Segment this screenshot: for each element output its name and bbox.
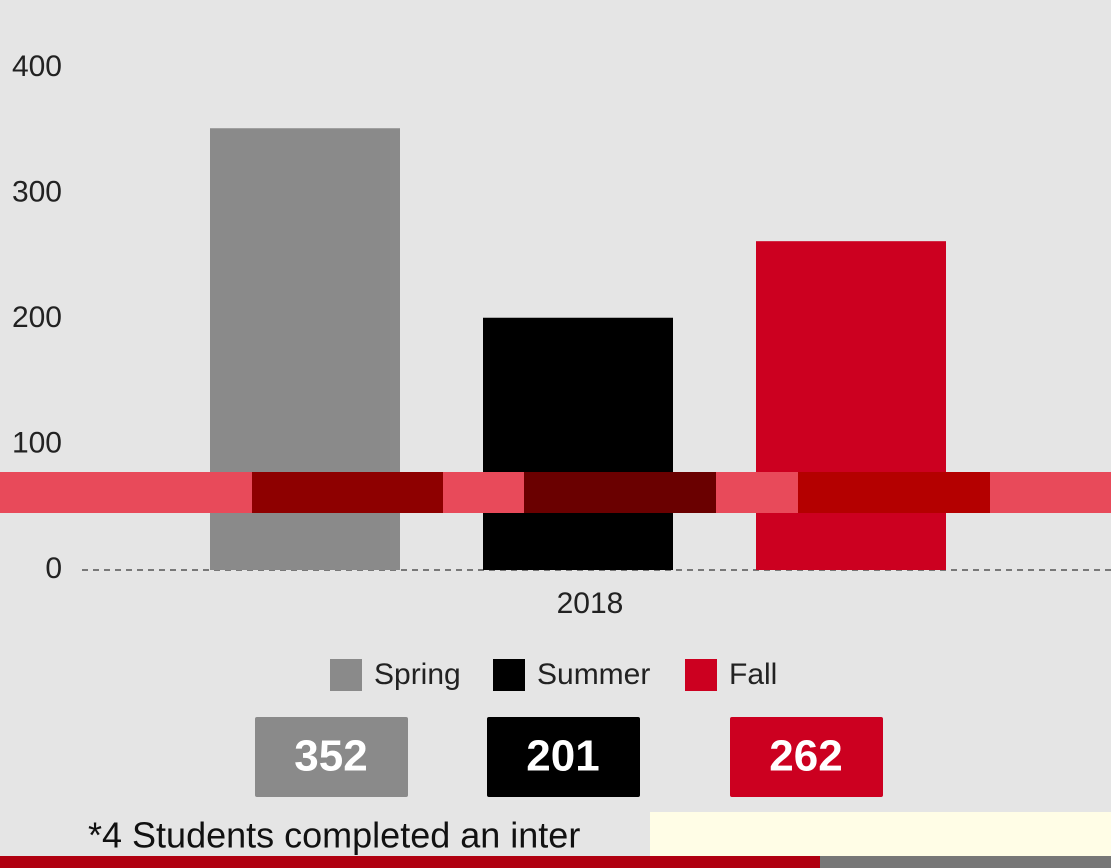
legend-swatch — [493, 659, 525, 691]
legend-label: Summer — [537, 658, 650, 691]
band-segment — [252, 472, 443, 513]
y-tick-label: 100 — [12, 426, 62, 459]
value-box — [730, 717, 883, 797]
legend-swatch — [685, 659, 717, 691]
value-label: 262 — [769, 732, 842, 781]
bar — [483, 317, 673, 570]
footnote: *4 Students completed an inter — [88, 815, 580, 856]
band-segment — [524, 472, 716, 513]
legend-swatch — [330, 659, 362, 691]
bottom-strip — [820, 856, 1111, 868]
bar — [756, 241, 946, 570]
value-box — [487, 717, 640, 797]
legend-label: Spring — [374, 658, 461, 691]
y-tick-label: 300 — [12, 175, 62, 208]
y-tick-label: 200 — [12, 301, 62, 334]
value-box — [255, 717, 408, 797]
value-label: 201 — [526, 732, 599, 781]
overlay-band — [0, 472, 1111, 513]
bottom-strip — [0, 856, 820, 868]
band-segment — [798, 472, 990, 513]
glitch — [650, 812, 1111, 856]
legend-label: Fall — [729, 658, 777, 691]
y-tick-label: 400 — [12, 50, 62, 83]
x-tick-label: 2018 — [557, 587, 624, 620]
y-tick-label: 0 — [45, 552, 62, 585]
value-label: 352 — [294, 732, 367, 781]
